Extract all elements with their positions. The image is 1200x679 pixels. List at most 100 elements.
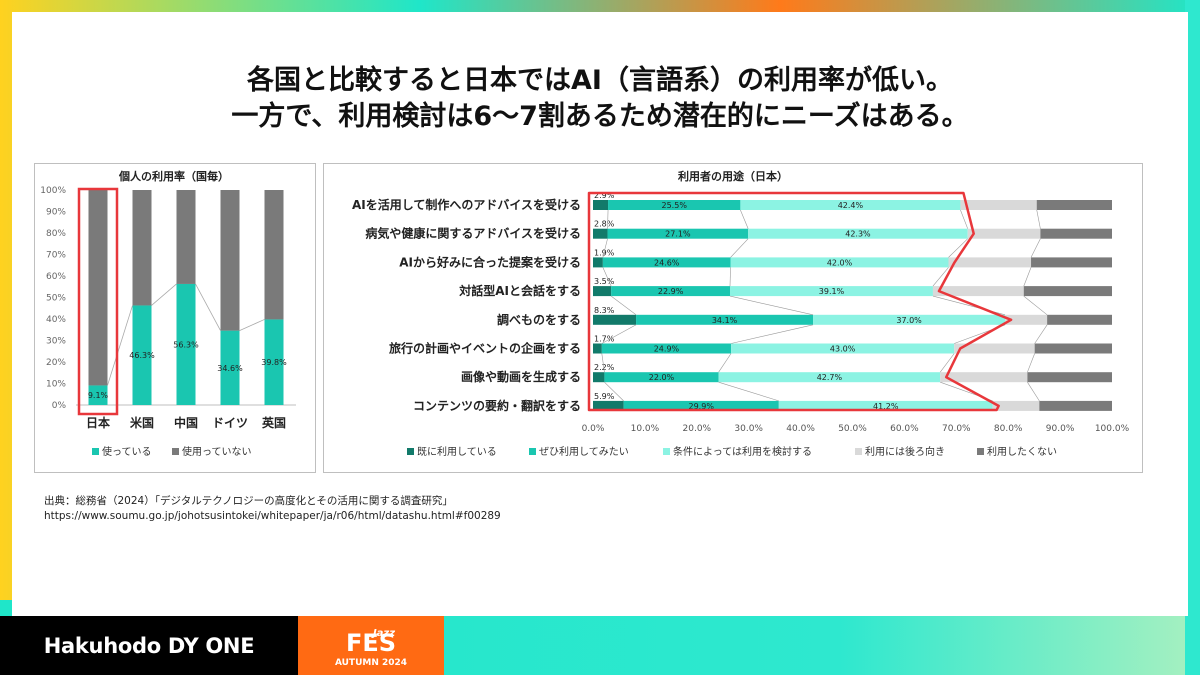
bar-segment: [740, 200, 961, 210]
data-label: 42.3%: [845, 230, 871, 239]
y-tick-label: 70%: [46, 251, 66, 261]
series-connector: [1027, 382, 1040, 402]
source-note: 出典：総務省（2024）「デジタルテクノロジーの高度化とその活用に関する調査研究…: [44, 494, 501, 524]
bar-segment: [967, 228, 1041, 239]
country-usage-chart: 個人の利用率（国毎） 0% 10% 20% 30% 40% 50% 60% 70% 80% 90% 1…: [40, 169, 296, 458]
y-tick-label: 20%: [46, 358, 66, 368]
legend-swatch: [529, 448, 536, 455]
series-connector: [607, 209, 609, 229]
chart2-title: 利用者の用途（日本）: [678, 169, 788, 183]
data-label: 29.9%: [689, 402, 715, 411]
chart1-title: 個人の利用率（国毎）: [118, 169, 229, 183]
data-label: 42.7%: [817, 373, 843, 382]
y-tick-label: 30%: [46, 337, 66, 347]
bar-used: [220, 330, 240, 405]
bar-segment: [1005, 314, 1048, 325]
x-tick-label: 0.0%: [582, 424, 605, 434]
data-label: 1.9%: [594, 248, 615, 257]
category-label: 対話型AIと会話をする: [458, 283, 581, 298]
y-tick-label: 60%: [46, 272, 66, 282]
category-label: コンテンツの要約・翻訳をする: [413, 398, 581, 413]
source-url: https://www.soumu.go.jp/johotsusintokei/…: [44, 510, 501, 522]
x-tick-label: 30.0%: [734, 424, 763, 434]
data-label: 22.0%: [649, 373, 675, 382]
category-label: 調べものをする: [497, 312, 581, 327]
legend-label: 利用したくない: [987, 446, 1057, 458]
data-label: 22.9%: [658, 287, 684, 296]
data-label: 39.1%: [819, 287, 845, 296]
bar-used: [132, 305, 152, 405]
legend-swatch: [977, 448, 984, 455]
bar-not-used: [220, 190, 240, 331]
bar-not-used: [264, 190, 284, 320]
data-label: 34.1%: [712, 316, 738, 325]
bar-used: [176, 283, 196, 405]
slide-title-line1: 各国と比較すると日本ではAI（言語系）の利用率が低い。: [247, 65, 953, 96]
legend-swatch: [663, 448, 670, 455]
bar-segment: [608, 200, 741, 210]
series-connector: [195, 283, 221, 331]
legend-label-used: 使っている: [102, 445, 152, 458]
series-connector: [1023, 295, 1048, 316]
data-label: 46.3%: [129, 351, 155, 360]
x-tick-label: 米国: [130, 415, 154, 430]
bar-used: [264, 319, 284, 405]
bar-segment: [960, 200, 1037, 210]
usage-purpose-chart: 利用者の用途（日本） AIを活用して制作へのアドバイスを受ける 2.9% 25.5% 4…: [352, 169, 1130, 458]
bar-segment: [992, 400, 1040, 411]
data-label: 39.8%: [261, 358, 287, 367]
series-connector: [939, 353, 955, 373]
y-tick-label: 10%: [46, 380, 66, 390]
category-label: 旅行の計画やイベントの企画をする: [389, 341, 581, 356]
category-label: AIから好みに合った提案を受ける: [399, 254, 581, 269]
bar-segment: [813, 314, 1006, 325]
bar-segment: [593, 228, 608, 239]
highlight-box: [77, 187, 119, 416]
legend-swatch-used: [92, 448, 99, 455]
series-connector: [1036, 209, 1041, 229]
x-tick-label: 50.0%: [838, 424, 867, 434]
bar-segment: [593, 400, 624, 411]
legend-label-not-used: 使用っていない: [182, 445, 252, 458]
y-tick-label: 50%: [46, 294, 66, 304]
data-label: 3.5%: [594, 277, 615, 286]
x-tick-label: 60.0%: [890, 424, 919, 434]
series-connector: [718, 353, 732, 373]
x-tick-label: ドイツ: [212, 416, 248, 430]
category-label: AIを活用して制作へのアドバイスを受ける: [352, 197, 581, 212]
bar-segment: [778, 400, 993, 411]
data-label: 56.3%: [173, 340, 199, 349]
bar-segment: [593, 200, 609, 210]
data-label: 42.4%: [838, 201, 864, 210]
series-connector: [729, 267, 731, 287]
series-connector: [1027, 353, 1035, 373]
category-label: 画像や動画を生成する: [461, 369, 581, 384]
y-tick-label: 80%: [46, 229, 66, 239]
bar-segment: [636, 314, 814, 325]
bar-segment: [948, 257, 1032, 268]
bar-segment: [1040, 228, 1112, 239]
data-label: 24.9%: [654, 345, 680, 354]
data-label: 42.0%: [827, 258, 853, 267]
data-label: 34.6%: [217, 364, 243, 373]
data-label: 9.1%: [88, 391, 109, 400]
series-connector: [602, 238, 608, 258]
bar-segment: [602, 257, 731, 268]
bar-segment: [1023, 286, 1112, 297]
data-label: 27.1%: [665, 230, 691, 239]
event-logo-art: FES Jazz AUTUMN 2024: [335, 628, 407, 668]
series-connector: [602, 267, 612, 287]
event-logo-subtitle: AUTUMN 2024: [335, 658, 407, 668]
series-connector: [960, 209, 968, 229]
series-connector: [729, 295, 814, 316]
bar-segment: [593, 372, 605, 383]
series-connector: [730, 238, 749, 258]
bar-segment: [593, 343, 602, 354]
bar-segment: [611, 286, 731, 297]
legend-label: 条件によっては利用を検討する: [673, 445, 812, 458]
series-connector: [610, 295, 637, 316]
x-tick-label: 100.0%: [1095, 424, 1130, 434]
bar-segment: [1034, 343, 1112, 354]
bar-segment: [604, 372, 719, 383]
bar-segment: [593, 314, 637, 325]
